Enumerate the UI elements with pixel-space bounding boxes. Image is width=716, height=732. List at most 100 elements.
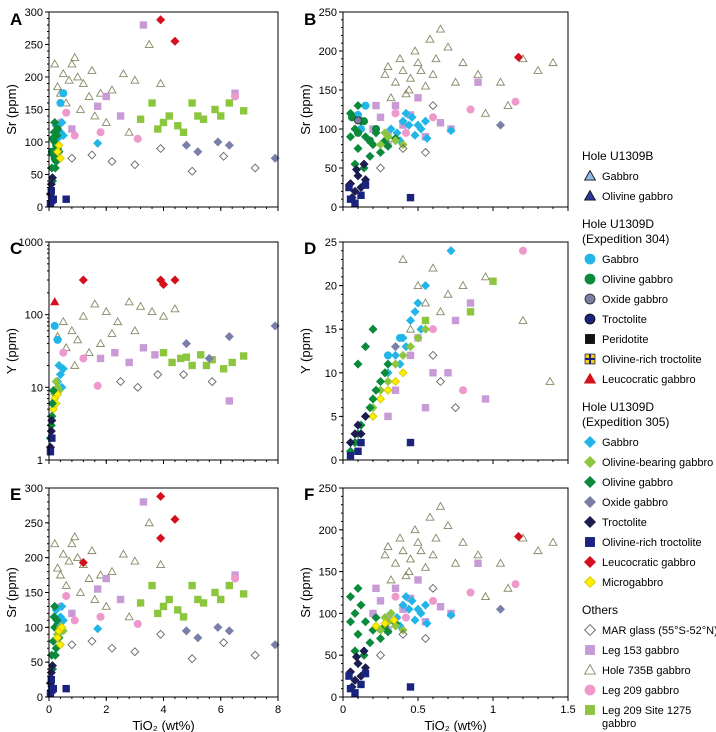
data-point bbox=[372, 584, 380, 593]
legend-item: MAR glass (55°S-52°N) bbox=[583, 623, 716, 637]
data-point bbox=[375, 394, 386, 404]
data-point bbox=[375, 633, 386, 644]
legend-item: Olivine-rich troctolite bbox=[585, 537, 702, 549]
data-point bbox=[511, 97, 520, 106]
legend-item: Microgabbro bbox=[583, 575, 663, 589]
series-circle-pink bbox=[391, 97, 520, 137]
data-point bbox=[533, 65, 543, 74]
data-point bbox=[353, 101, 363, 111]
data-point bbox=[204, 353, 214, 363]
data-point bbox=[436, 603, 445, 611]
legend-marker bbox=[585, 537, 595, 547]
data-point bbox=[182, 353, 191, 361]
data-point bbox=[375, 625, 386, 635]
data-point bbox=[351, 652, 362, 662]
y-tick-label: 100 bbox=[25, 137, 43, 149]
data-point bbox=[55, 640, 65, 650]
data-point bbox=[72, 335, 83, 344]
x-tick-label: 2 bbox=[103, 704, 109, 716]
data-point bbox=[420, 81, 431, 90]
data-point bbox=[391, 584, 400, 593]
data-point bbox=[118, 68, 129, 78]
data-point bbox=[90, 111, 100, 120]
data-point bbox=[421, 316, 430, 325]
y-tick-label: 25 bbox=[325, 237, 337, 249]
data-point bbox=[368, 324, 378, 334]
data-point bbox=[124, 297, 134, 306]
data-point bbox=[136, 599, 145, 607]
data-point bbox=[410, 524, 420, 534]
data-point bbox=[224, 140, 234, 150]
data-point bbox=[405, 342, 416, 352]
data-point bbox=[346, 195, 355, 203]
data-point bbox=[428, 596, 438, 605]
data-point bbox=[428, 583, 438, 593]
legend-marker bbox=[583, 169, 597, 181]
series-square-navy bbox=[46, 675, 70, 698]
data-point bbox=[50, 163, 60, 173]
series-dia-navy bbox=[45, 415, 57, 452]
data-point bbox=[78, 78, 89, 87]
data-point bbox=[425, 512, 435, 521]
data-point bbox=[383, 541, 393, 550]
data-point bbox=[50, 321, 59, 330]
data-point bbox=[495, 604, 506, 614]
data-point bbox=[420, 600, 431, 610]
series-square-pink bbox=[96, 344, 234, 405]
data-point bbox=[52, 615, 62, 625]
data-point bbox=[401, 570, 411, 580]
series-square-navy bbox=[345, 181, 415, 207]
data-point bbox=[84, 573, 94, 582]
data-point bbox=[422, 133, 432, 143]
data-point bbox=[93, 624, 103, 634]
data-point bbox=[375, 650, 386, 660]
data-point bbox=[130, 75, 140, 84]
data-point bbox=[425, 34, 435, 43]
data-point bbox=[376, 113, 385, 122]
data-point bbox=[416, 65, 426, 74]
legend-label: Leg 153 gabbro bbox=[602, 645, 679, 657]
data-point bbox=[365, 638, 375, 648]
data-point bbox=[219, 365, 228, 373]
data-point bbox=[50, 601, 60, 611]
data-point bbox=[70, 360, 80, 369]
legend-item: Troctolite bbox=[584, 313, 647, 326]
data-point bbox=[371, 124, 381, 134]
legend-label: Gabbro bbox=[602, 437, 639, 449]
data-point bbox=[70, 52, 80, 61]
data-point bbox=[102, 92, 110, 101]
legend-item: Olivine-bearing gabbro bbox=[583, 455, 713, 469]
data-point bbox=[158, 279, 169, 290]
data-point bbox=[64, 556, 74, 565]
data-point bbox=[428, 69, 438, 78]
data-point bbox=[428, 550, 438, 559]
y-tick-label: 200 bbox=[319, 46, 337, 58]
data-point bbox=[213, 137, 223, 147]
data-point bbox=[391, 386, 400, 394]
data-point bbox=[181, 339, 191, 349]
legend-item: Olivine-rich troctolite bbox=[584, 353, 702, 366]
data-point bbox=[410, 615, 420, 625]
data-point bbox=[357, 191, 365, 200]
data-point bbox=[365, 136, 375, 145]
data-point bbox=[428, 101, 438, 111]
legend-label: Olivine-rich troctolite bbox=[602, 354, 702, 366]
data-point bbox=[413, 333, 423, 343]
data-point bbox=[404, 604, 414, 614]
data-point bbox=[548, 537, 558, 546]
data-point bbox=[436, 119, 445, 127]
data-point bbox=[429, 369, 437, 377]
data-point bbox=[70, 131, 79, 140]
data-point bbox=[174, 122, 182, 130]
panel-letter: E bbox=[10, 485, 21, 504]
series-square-navy bbox=[46, 187, 70, 208]
data-point bbox=[147, 306, 157, 316]
data-point bbox=[148, 99, 156, 107]
data-point bbox=[495, 77, 506, 86]
data-point bbox=[383, 376, 393, 387]
data-point bbox=[56, 98, 65, 108]
data-point bbox=[250, 650, 260, 660]
data-point bbox=[107, 156, 117, 167]
data-point bbox=[404, 85, 414, 94]
data-point bbox=[139, 498, 148, 506]
